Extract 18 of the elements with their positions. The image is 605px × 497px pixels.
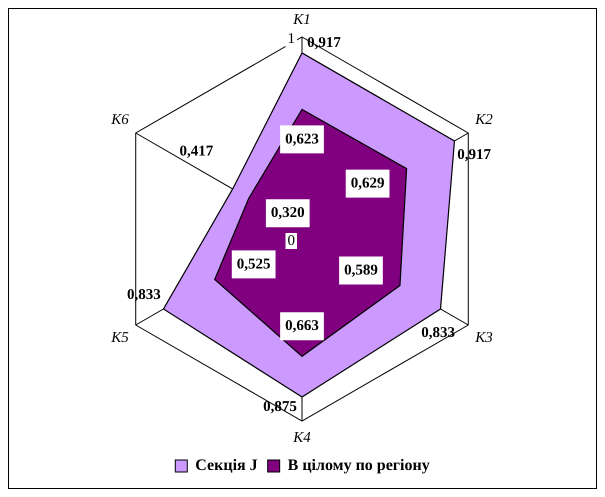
data-label: 0,623 <box>285 131 319 148</box>
data-label: 0,833 <box>421 324 456 341</box>
legend-label: Секція J <box>195 457 258 474</box>
spoke-label: K5 <box>110 330 130 346</box>
data-label: 0,663 <box>285 318 319 334</box>
legend-label: В цілому по регіону <box>288 457 430 474</box>
spoke-label: K3 <box>474 330 493 346</box>
data-label: 0,320 <box>270 205 305 222</box>
spoke-label: K2 <box>474 112 494 128</box>
data-label: 0,525 <box>236 256 271 272</box>
y-tick-label: 1 <box>288 30 295 47</box>
y-tick-label: 0 <box>288 232 295 249</box>
data-label: 0,589 <box>344 262 378 278</box>
data-label: 0,629 <box>350 175 384 192</box>
spoke-label: K4 <box>292 430 312 446</box>
spoke-label: K6 <box>110 112 130 128</box>
data-label: 0,417 <box>179 144 214 160</box>
spoke-label: K1 <box>292 12 311 28</box>
